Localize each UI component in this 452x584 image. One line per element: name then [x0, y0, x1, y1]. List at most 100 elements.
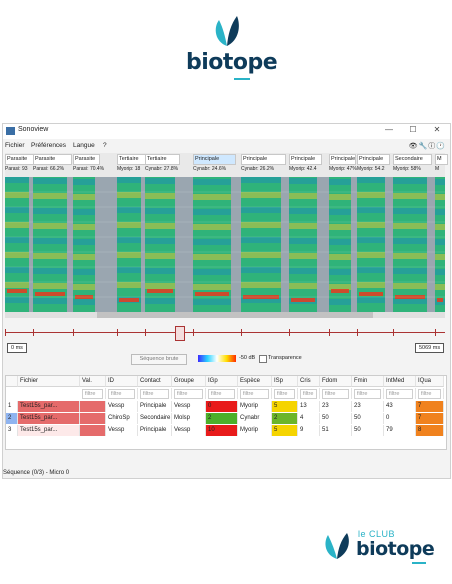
call-stat: Parasi: 70.4% [73, 166, 105, 172]
transparency-checkbox[interactable] [259, 355, 267, 363]
column-filter[interactable]: filtre [416, 388, 444, 399]
toolbar-icons[interactable]: 👁🔧ⓘ🕐 [408, 143, 446, 150]
call-tag[interactable]: Principale [289, 154, 322, 165]
filter-input[interactable]: filtre [418, 389, 441, 399]
call-tag[interactable]: Parasite [73, 154, 100, 165]
timeline-tick [435, 329, 436, 336]
timeline-cursor[interactable] [175, 326, 185, 341]
column-header[interactable]: Cris [298, 376, 320, 387]
menu-help[interactable]: ? [103, 142, 107, 149]
table-cell-file[interactable]: Test15s_par... [18, 425, 80, 436]
spectro-band [33, 223, 67, 229]
table-cell-file[interactable]: Test15s_par... [18, 401, 80, 412]
spectro-band [193, 224, 231, 230]
minimize-button[interactable]: — [385, 125, 393, 134]
call-tag[interactable]: Principale [357, 154, 390, 165]
column-filter[interactable]: filtre [238, 388, 272, 399]
column-header[interactable]: Contact [138, 376, 172, 387]
spectrogram[interactable] [5, 177, 445, 312]
menu-fichier[interactable]: Fichier [5, 142, 25, 149]
filter-input[interactable]: filtre [82, 389, 103, 399]
column-filter[interactable]: filtre [320, 388, 352, 399]
column-filter[interactable]: filtre [106, 388, 138, 399]
spectro-band [145, 298, 175, 304]
spectro-band [357, 177, 385, 183]
filter-input[interactable]: filtre [108, 389, 135, 399]
timeline-tick [117, 329, 118, 336]
filter-input[interactable]: filtre [274, 389, 295, 399]
spectro-band [241, 252, 281, 258]
column-filter[interactable]: filtre [138, 388, 172, 399]
menu-langue[interactable]: Langue [73, 142, 95, 149]
table-cell-num[interactable]: 3 [6, 425, 18, 436]
filter-input[interactable]: filtre [240, 389, 269, 399]
column-header[interactable]: IntMed [384, 376, 416, 387]
spectro-band [359, 292, 383, 296]
horizontal-scrollbar[interactable] [5, 312, 445, 318]
filter-input[interactable]: filtre [354, 389, 381, 399]
column-header[interactable]: Fmin [352, 376, 384, 387]
call-tag[interactable]: Principale [329, 154, 356, 165]
filter-input[interactable]: filtre [174, 389, 203, 399]
table-cell-file[interactable]: Test15s_par... [18, 413, 80, 424]
filter-input[interactable]: filtre [208, 389, 235, 399]
call-tag[interactable]: Parasite [5, 154, 34, 165]
timeline-tick [289, 329, 290, 336]
column-filter[interactable]: filtre [384, 388, 416, 399]
column-header[interactable]: Val. [80, 376, 106, 387]
column-header[interactable]: Fdom [320, 376, 352, 387]
timeline-tick [357, 329, 358, 336]
table-cell-id: Vessp [106, 401, 138, 412]
spectro-band [393, 298, 427, 304]
column-filter[interactable]: filtre [272, 388, 298, 399]
table-cell-espece: Cynabr [238, 413, 272, 424]
call-tag[interactable]: Tertiaire [145, 154, 180, 165]
column-header[interactable]: IGp [206, 376, 238, 387]
spectro-band [145, 193, 175, 199]
sequence-select[interactable]: Séquence brute [131, 354, 187, 365]
table-cell-num[interactable]: 1 [6, 401, 18, 412]
timeline-tick [145, 329, 146, 336]
column-filter[interactable]: filtre [298, 388, 320, 399]
column-filter[interactable]: filtre [206, 388, 238, 399]
spectro-band [241, 207, 281, 213]
status-bar: Séquence (0/3) - Micro 0 [3, 470, 70, 476]
call-tag[interactable]: Principale [193, 154, 236, 165]
table-cell-num[interactable]: 2 [6, 413, 18, 424]
spectro-band [241, 222, 281, 228]
filter-input[interactable]: filtre [322, 389, 349, 399]
call-tag[interactable]: M [435, 154, 448, 165]
timeline-tick [73, 329, 74, 336]
column-header[interactable]: Fichier [18, 376, 80, 387]
spectro-band [435, 269, 445, 275]
spectro-band [5, 237, 29, 243]
menu-preferences[interactable]: Préférences [31, 142, 67, 149]
column-header[interactable]: IQua [416, 376, 444, 387]
column-header[interactable]: ID [106, 376, 138, 387]
spectro-band [357, 267, 385, 273]
close-button[interactable]: ✕ [433, 125, 441, 134]
call-tag[interactable]: Tertiaire [117, 154, 146, 165]
column-filter[interactable]: filtre [172, 388, 206, 399]
filter-input[interactable]: filtre [140, 389, 169, 399]
column-header[interactable]: Espèce [238, 376, 272, 387]
spectrogram-canvas[interactable] [5, 177, 445, 312]
spectro-band [241, 177, 281, 183]
column-filter[interactable]: filtre [80, 388, 106, 399]
spectro-band [193, 299, 231, 305]
column-header[interactable]: Groupe [172, 376, 206, 387]
column-filter[interactable]: filtre [352, 388, 384, 399]
call-tag[interactable]: Parasite [33, 154, 72, 165]
column-header[interactable]: ISp [272, 376, 298, 387]
maximize-button[interactable]: ☐ [409, 125, 417, 134]
call-tag[interactable]: Principale [241, 154, 286, 165]
column-header[interactable] [6, 376, 18, 387]
scrollbar-thumb[interactable] [97, 312, 373, 318]
db-label: -50 dB [239, 355, 256, 361]
filter-input[interactable]: filtre [386, 389, 413, 399]
call-tag[interactable]: Secondaire [393, 154, 432, 165]
timeline[interactable] [5, 326, 445, 341]
spectro-band [117, 252, 141, 258]
filter-input[interactable]: filtre [300, 389, 317, 399]
spectro-band [117, 177, 141, 183]
